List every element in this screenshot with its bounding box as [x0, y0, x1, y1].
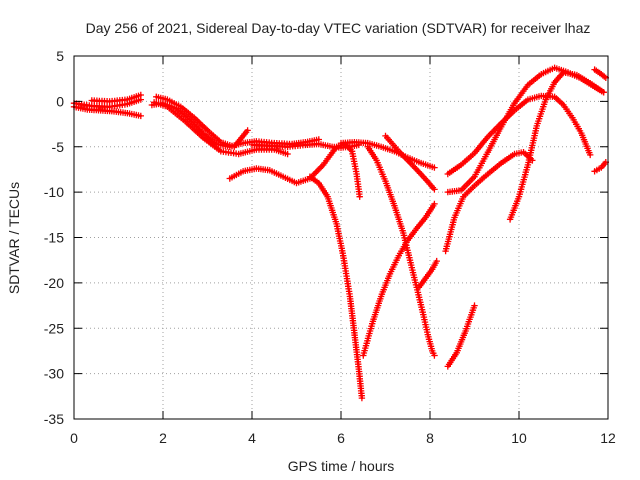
- x-axis-label: GPS time / hours: [288, 458, 395, 474]
- y-tick-label: -15: [44, 230, 64, 246]
- x-tick-label: 10: [511, 430, 527, 446]
- series-arc-21: [591, 159, 609, 175]
- series-arc-5: [153, 93, 251, 150]
- x-tick-label: 8: [426, 430, 434, 446]
- y-tick-label: 0: [56, 93, 64, 109]
- y-tick-label: 5: [56, 48, 64, 64]
- series-arc-9: [306, 173, 366, 402]
- series-arc-14: [415, 257, 440, 291]
- series-arc-1: [70, 103, 144, 120]
- x-tick-label: 0: [70, 430, 78, 446]
- chart-title: Day 256 of 2021, Sidereal Day-to-day VTE…: [86, 20, 591, 36]
- y-tick-label: -10: [44, 184, 64, 200]
- series-markers: [360, 200, 438, 359]
- series-arc-6: [150, 99, 291, 158]
- x-tick-label: 2: [159, 430, 167, 446]
- series-markers: [442, 149, 536, 255]
- series-trace: [308, 175, 364, 400]
- data-series: [70, 64, 609, 402]
- axis-ticks: 5 0 -5 -10 -15 -20 -25 -30 -35 0 2 4 6 8 10 12: [44, 48, 616, 446]
- series-arc-18: [444, 302, 478, 370]
- y-axis-label: SDTVAR / TECUs: [6, 182, 22, 294]
- x-tick-label: 6: [337, 430, 345, 446]
- y-tick-label: -25: [44, 320, 64, 336]
- series-arc-10: [337, 139, 438, 171]
- series-markers: [506, 69, 607, 223]
- series-markers: [382, 132, 438, 193]
- series-arc-12: [360, 200, 438, 359]
- series-arc-16: [444, 92, 594, 178]
- series-markers: [444, 302, 478, 370]
- series-markers: [88, 91, 144, 105]
- series-markers: [415, 257, 440, 291]
- series-arc-20: [591, 66, 609, 81]
- series-arc-15: [442, 149, 536, 255]
- series-arc-2: [88, 91, 144, 105]
- x-tick-label: 4: [248, 430, 256, 446]
- y-tick-label: -20: [44, 275, 64, 291]
- series-arc-19: [506, 69, 607, 223]
- grid-lines: [74, 56, 608, 419]
- series-arc-13: [382, 132, 438, 193]
- y-tick-label: -5: [52, 139, 65, 155]
- series-markers: [248, 140, 362, 151]
- x-tick-label: 12: [600, 430, 616, 446]
- series-arc-11: [364, 143, 438, 359]
- series-markers: [591, 159, 609, 175]
- series-markers: [364, 143, 438, 359]
- y-tick-label: -30: [44, 366, 64, 382]
- series-markers: [153, 93, 251, 150]
- series-markers: [306, 173, 366, 402]
- series-arc-8: [248, 140, 362, 151]
- series-markers: [591, 66, 609, 81]
- series-markers: [150, 99, 291, 158]
- y-tick-label: -35: [44, 411, 64, 427]
